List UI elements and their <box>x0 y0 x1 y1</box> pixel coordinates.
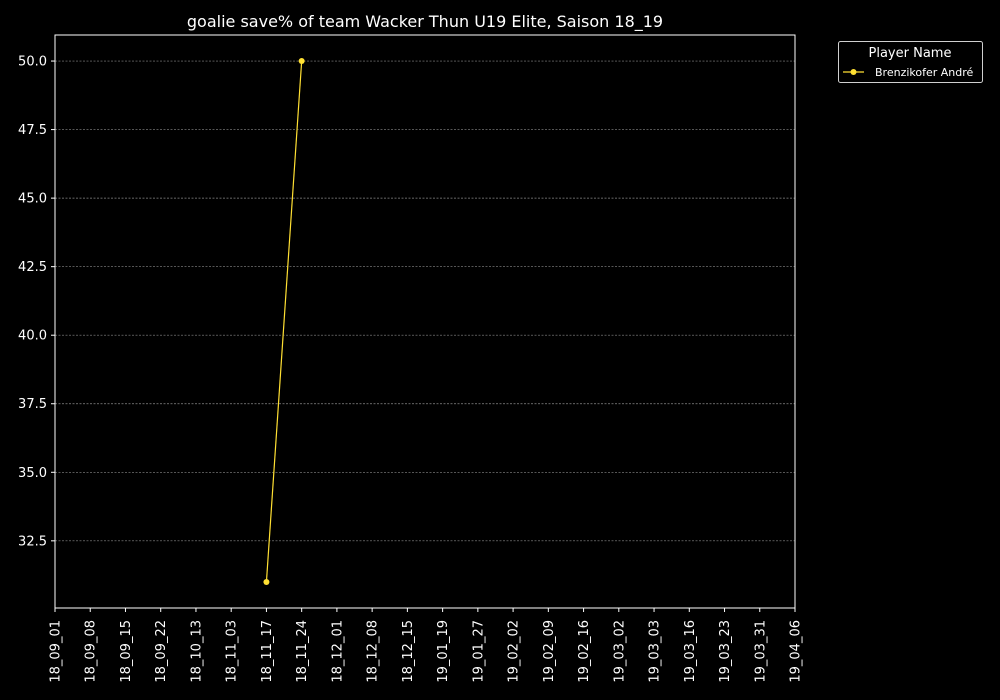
x-tick-label: 19_03_31 <box>753 620 768 683</box>
legend-title: Player Name <box>869 46 952 61</box>
y-tick-label: 40.0 <box>18 329 47 344</box>
grid-lines <box>55 60 795 542</box>
x-tick-label: 19_02_16 <box>577 620 592 683</box>
x-tick-label: 18_09_01 <box>49 620 64 683</box>
x-tick-label: 18_09_08 <box>84 620 99 683</box>
x-tick-label: 18_09_15 <box>119 620 134 683</box>
y-tick-label: 45.0 <box>18 192 47 207</box>
x-tick-label: 18_11_24 <box>295 620 310 683</box>
plot-series <box>263 58 305 585</box>
x-tick-label: 19_03_16 <box>683 620 698 683</box>
x-tick-label: 18_12_08 <box>366 620 381 683</box>
y-tick-label: 37.5 <box>18 397 47 412</box>
x-tick-label: 19_03_23 <box>718 620 733 683</box>
x-tick-label: 19_02_09 <box>542 620 557 683</box>
x-tick-label: 19_01_27 <box>471 620 486 683</box>
series-line <box>265 61 303 582</box>
x-tick-label: 18_10_13 <box>189 620 204 683</box>
x-axis: 18_09_01 18_09_08 18_09_15 18_09_22 18_10_13… <box>49 608 804 683</box>
y-tick-label: 32.5 <box>18 534 47 549</box>
plot-frame <box>54 34 796 609</box>
x-tick-label: 18_11_17 <box>260 620 275 683</box>
x-tick-label: 18_12_15 <box>401 620 416 683</box>
y-tick-label: 42.5 <box>18 260 47 275</box>
y-axis: 32.5 35.0 37.5 40.0 42.5 45.0 47.5 50.0 <box>18 55 55 549</box>
y-tick-label: 47.5 <box>18 123 47 138</box>
legend-marker <box>850 69 857 75</box>
y-tick-label: 50.0 <box>18 55 47 70</box>
x-tick-label: 18_12_01 <box>330 620 345 683</box>
legend: Player Name Brenzikofer André <box>838 41 983 83</box>
x-tick-label: 19_01_19 <box>436 620 451 683</box>
x-tick-label: 19_02_02 <box>507 620 522 683</box>
y-tick-label: 35.0 <box>18 466 47 481</box>
data-point <box>298 58 305 65</box>
legend-box <box>838 41 983 83</box>
chart-title: goalie save% of team Wacker Thun U19 Eli… <box>187 12 663 32</box>
legend-label: Brenzikofer André <box>875 66 974 79</box>
x-tick-label: 19_03_03 <box>648 620 663 683</box>
x-tick-label: 19_03_02 <box>612 620 627 683</box>
x-tick-label: 19_04_06 <box>789 620 804 683</box>
data-point <box>263 578 270 585</box>
x-tick-label: 18_11_03 <box>225 620 240 683</box>
x-tick-label: 18_09_22 <box>154 620 169 683</box>
